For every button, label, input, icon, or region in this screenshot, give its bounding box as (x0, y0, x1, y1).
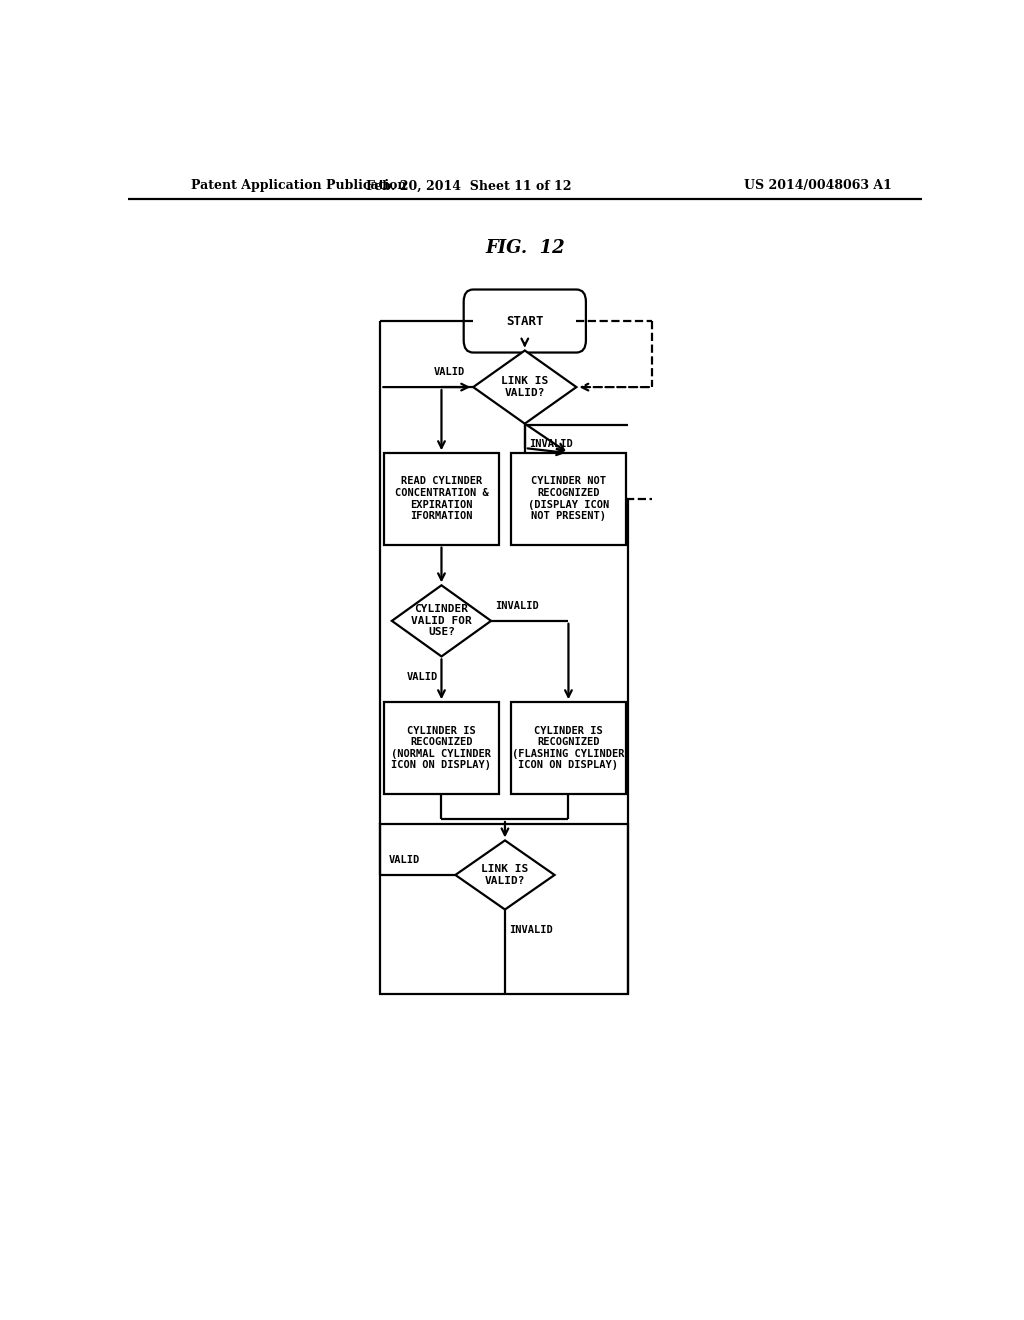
Text: CYLINDER IS
RECOGNIZED
(NORMAL CYLINDER
ICON ON DISPLAY): CYLINDER IS RECOGNIZED (NORMAL CYLINDER … (391, 726, 492, 771)
Text: READ CYLINDER
CONCENTRATION &
EXPIRATION
IFORMATION: READ CYLINDER CONCENTRATION & EXPIRATION… (394, 477, 488, 521)
Polygon shape (473, 351, 577, 424)
Text: INVALID: INVALID (509, 925, 553, 935)
Bar (384, 702, 499, 793)
Bar (511, 453, 626, 545)
Polygon shape (456, 841, 555, 909)
Text: CYLINDER
VALID FOR
USE?: CYLINDER VALID FOR USE? (411, 605, 472, 638)
Text: CYLINDER NOT
RECOGNIZED
(DISPLAY ICON
NOT PRESENT): CYLINDER NOT RECOGNIZED (DISPLAY ICON NO… (527, 477, 609, 521)
Text: US 2014/0048063 A1: US 2014/0048063 A1 (744, 180, 892, 193)
Bar (384, 453, 499, 545)
Text: VALID: VALID (388, 855, 420, 865)
Text: START: START (506, 314, 544, 327)
Text: LINK IS
VALID?: LINK IS VALID? (501, 376, 549, 397)
Polygon shape (392, 585, 492, 656)
Text: INVALID: INVALID (528, 440, 572, 449)
Bar (380, 824, 628, 994)
Text: Patent Application Publication: Patent Application Publication (191, 180, 407, 193)
Text: INVALID: INVALID (495, 601, 539, 611)
Text: Feb. 20, 2014  Sheet 11 of 12: Feb. 20, 2014 Sheet 11 of 12 (367, 180, 572, 193)
FancyBboxPatch shape (464, 289, 586, 352)
Text: CYLINDER IS
RECOGNIZED
(FLASHING CYLINDER
ICON ON DISPLAY): CYLINDER IS RECOGNIZED (FLASHING CYLINDE… (512, 726, 625, 771)
Bar (511, 702, 626, 793)
Text: VALID: VALID (434, 367, 465, 376)
Text: FIG.  12: FIG. 12 (485, 239, 564, 257)
Text: LINK IS
VALID?: LINK IS VALID? (481, 865, 528, 886)
Text: VALID: VALID (407, 672, 437, 681)
